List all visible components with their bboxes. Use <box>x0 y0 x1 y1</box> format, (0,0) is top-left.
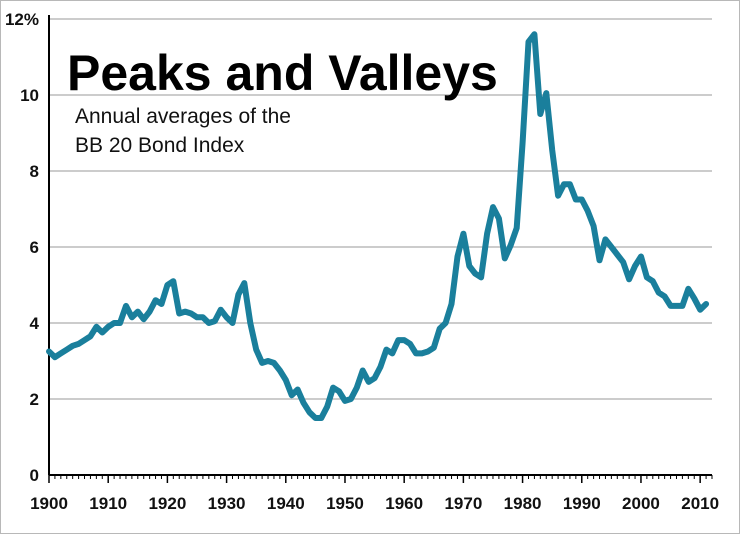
x-tick-label: 1950 <box>326 494 364 513</box>
x-tick-label: 1930 <box>208 494 246 513</box>
x-tick-label: 2000 <box>622 494 660 513</box>
y-tick-label: 12% <box>5 10 39 29</box>
y-tick-label: 10 <box>20 86 39 105</box>
gridlines <box>49 18 712 400</box>
y-tick-label: 8 <box>30 162 39 181</box>
y-tick-label: 6 <box>30 238 39 257</box>
series-line <box>46 31 710 421</box>
y-tick-label: 0 <box>30 466 39 485</box>
y-tick-label: 4 <box>30 314 40 333</box>
series <box>46 31 710 421</box>
x-tick-label: 1960 <box>385 494 423 513</box>
x-tick-label: 1970 <box>444 494 482 513</box>
chart-subtitle-line-2: BB 20 Bond Index <box>75 134 245 157</box>
x-tick-label: 1920 <box>148 494 186 513</box>
x-tick-label: 1980 <box>504 494 542 513</box>
x-tick-label: 1940 <box>267 494 305 513</box>
x-tick-label: 2010 <box>681 494 719 513</box>
y-tick-label: 2 <box>30 390 39 409</box>
x-axis: 1900 1910 1920 1930 1940 1950 1960 1970 1980 1990… <box>30 474 719 513</box>
y-axis: 0 2 4 6 8 10 12% <box>5 10 50 485</box>
x-tick-label: 1910 <box>89 494 127 513</box>
x-tick-label: 1990 <box>563 494 601 513</box>
chart-title: Peaks and Valleys <box>67 45 498 101</box>
x-tick-label: 1900 <box>30 494 68 513</box>
chart-title-block: Peaks and Valleys Annual averages of the… <box>67 45 498 157</box>
chart-subtitle-line-1: Annual averages of the <box>75 105 291 128</box>
